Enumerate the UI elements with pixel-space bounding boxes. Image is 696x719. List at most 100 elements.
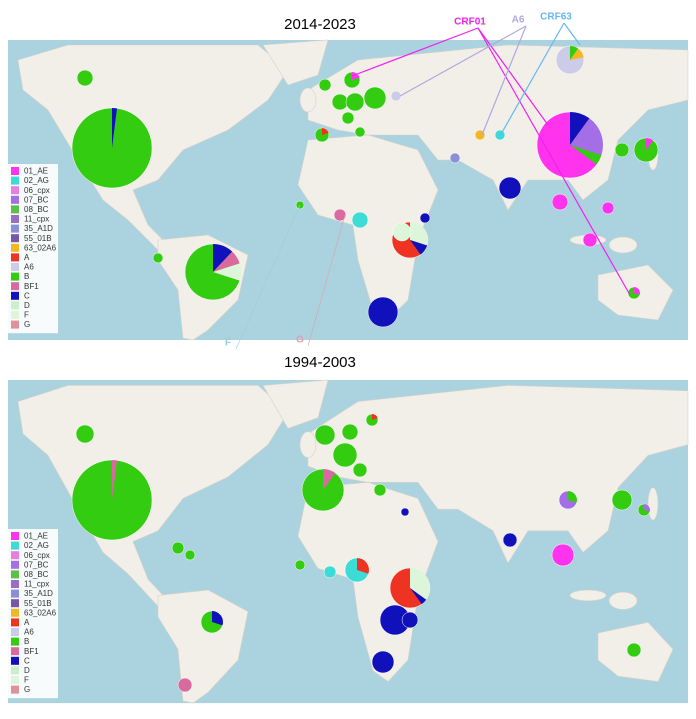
pie-slice — [112, 108, 118, 148]
pie-base — [626, 642, 642, 658]
pie — [200, 610, 224, 634]
pie-base — [551, 193, 569, 211]
pie-slice — [644, 504, 651, 512]
pie-slice — [410, 240, 428, 255]
annotation-arrow — [235, 204, 301, 350]
legend-label: 01_AE — [24, 532, 48, 541]
pie — [343, 71, 361, 89]
pie — [389, 567, 431, 609]
pie — [341, 423, 359, 441]
annotation: G — [296, 335, 304, 346]
legend-swatch — [11, 628, 19, 636]
legend-label: D — [24, 301, 30, 310]
pie-slice — [213, 244, 233, 272]
pie-base — [341, 423, 359, 441]
pie — [627, 286, 641, 300]
pie-base — [323, 565, 337, 579]
pie — [177, 677, 193, 693]
pie-base — [371, 650, 395, 674]
pie — [373, 483, 387, 497]
pie — [323, 565, 337, 579]
legend-label: A6 — [24, 628, 34, 637]
legend-label: G — [24, 685, 30, 694]
annotation-arrow — [307, 214, 346, 347]
pie-base — [582, 232, 598, 248]
pie-slice — [372, 414, 378, 420]
pie — [301, 468, 345, 512]
legend-label: 01_AE — [24, 167, 48, 176]
pie-slice — [570, 145, 602, 165]
pie-base — [152, 252, 164, 264]
pie — [76, 69, 94, 87]
pie-base — [601, 201, 615, 215]
pie-base — [400, 507, 410, 517]
pie — [367, 296, 399, 328]
pie — [314, 424, 336, 446]
pie — [314, 127, 330, 143]
legend: 01_AE02_AG06_cpx07_BC08_BC11_cpx35_A1D55… — [8, 529, 58, 699]
pie — [400, 507, 410, 517]
legend-swatch — [11, 282, 19, 291]
pie — [71, 459, 153, 541]
legend-swatch — [11, 532, 19, 540]
pie — [171, 541, 185, 555]
pie-base — [76, 69, 94, 87]
pie — [551, 193, 569, 211]
pie-slice — [323, 469, 336, 490]
legend-swatch — [11, 685, 19, 694]
pie-slice — [410, 568, 430, 600]
legend-label: A — [24, 618, 30, 627]
legend: 01_AE02_AG06_cpx07_BC08_BC11_cpx35_A1D55… — [8, 164, 58, 334]
annotation-arrow — [499, 22, 565, 137]
pie — [555, 45, 585, 75]
pie-slice — [634, 287, 640, 295]
legend-swatch — [11, 676, 19, 684]
legend-swatch — [11, 560, 19, 569]
pie — [351, 211, 369, 229]
pie — [363, 86, 387, 110]
legend-swatch — [11, 320, 19, 329]
legend-label: 06_cpx — [24, 551, 50, 560]
legend-swatch — [11, 608, 19, 617]
legend-label: 63_02A6 — [24, 243, 57, 252]
legend-label: 02_AG — [24, 176, 49, 185]
pie — [419, 212, 431, 224]
pie-slice — [646, 138, 654, 150]
legend-swatch — [11, 666, 19, 675]
legend-swatch — [11, 215, 19, 223]
pie — [614, 142, 630, 158]
pie — [371, 650, 395, 674]
legend-label: 35_A1D — [24, 589, 53, 598]
pie-base — [345, 92, 365, 112]
legend-label: 11_cpx — [24, 580, 49, 589]
legend-label: 07_BC — [24, 560, 49, 569]
pie — [345, 92, 365, 112]
pie-base — [352, 462, 368, 478]
pie — [637, 503, 651, 517]
annotation: A6 — [512, 15, 525, 26]
pie — [332, 442, 358, 468]
legend-swatch — [11, 272, 19, 281]
pie-base — [551, 543, 575, 567]
pie — [184, 243, 242, 301]
legend-swatch — [11, 637, 19, 646]
legend-label: 08_BC — [24, 205, 49, 214]
legend-swatch — [11, 541, 19, 550]
pie-slice — [410, 222, 428, 246]
pie-base — [363, 86, 387, 110]
pie — [152, 252, 164, 264]
annotation-arrow — [481, 25, 527, 136]
pie — [294, 559, 306, 571]
annotation-arrow — [399, 25, 527, 97]
legend-swatch — [11, 234, 19, 243]
legend-swatch — [11, 589, 19, 598]
pie-slice — [410, 588, 427, 605]
annotation: F — [225, 338, 231, 349]
pie — [318, 78, 332, 92]
legend-swatch — [11, 551, 19, 560]
legend-label: 63_02A6 — [24, 608, 57, 617]
legend-swatch — [11, 186, 19, 195]
pie-base — [390, 90, 402, 102]
pie-base — [331, 93, 349, 111]
legend-label: D — [24, 666, 30, 675]
